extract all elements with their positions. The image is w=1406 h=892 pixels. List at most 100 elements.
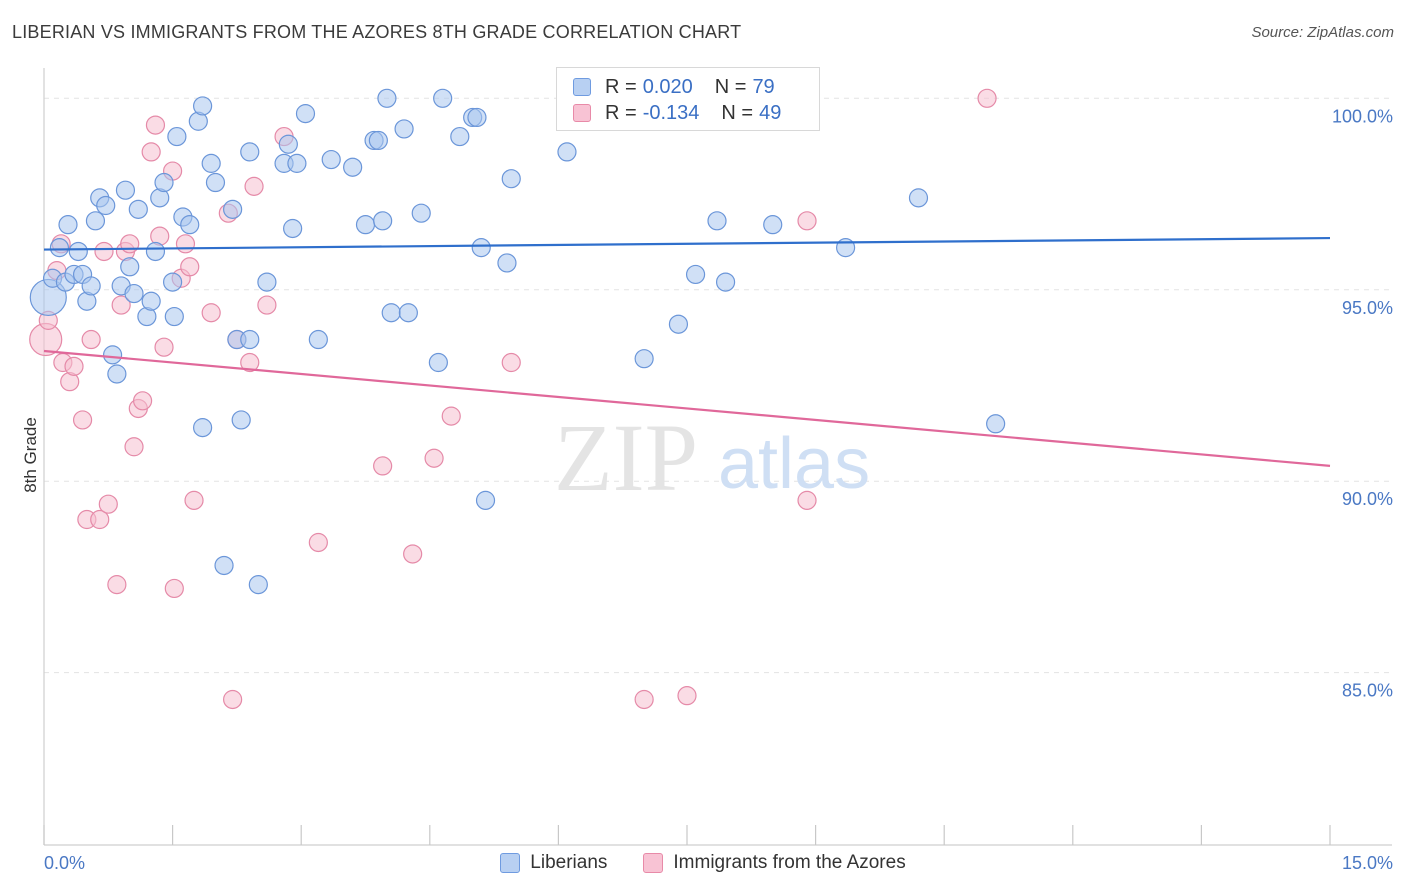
liberian-point-25	[163, 272, 183, 292]
azores-point-27	[175, 234, 196, 254]
liberian-point-71	[668, 314, 689, 334]
liberian-trend-line	[43, 236, 1331, 251]
y-tick-label-1: 95.0%	[1342, 298, 1393, 318]
liberian-point-70	[634, 349, 654, 369]
liberian-point-21	[141, 291, 161, 311]
azores-point-6	[64, 356, 84, 376]
legend-swatch-azores	[643, 853, 664, 873]
liberian-points	[29, 88, 1006, 595]
azores-point-25	[164, 578, 184, 599]
liberian-point-51	[355, 215, 376, 235]
azores-trend-line	[43, 349, 1331, 467]
legend-n-label: N =	[714, 75, 747, 98]
liberian-point-69	[557, 142, 577, 162]
legend-swatch-liberians	[500, 853, 521, 873]
legend-row-azores: R = -0.134 N = 49	[573, 100, 781, 126]
azores-point-46	[797, 211, 817, 231]
liberian-point-16	[115, 180, 136, 200]
watermark: ZIP atlas	[554, 404, 870, 511]
axes	[43, 68, 1392, 846]
azores-point-32	[223, 689, 243, 710]
azores-point-39	[373, 456, 393, 476]
liberian-point-35	[214, 555, 234, 576]
azores-point-7	[72, 410, 93, 430]
liberian-point-18	[124, 283, 144, 304]
liberian-point-4	[58, 215, 78, 235]
liberian-point-45	[283, 218, 303, 239]
liberian-point-29	[180, 215, 200, 235]
liberian-point-50	[343, 157, 363, 177]
correlation-legend: R = 0.020 N = 79 R = -0.134 N = 49	[556, 67, 820, 131]
azores-point-40	[403, 544, 423, 564]
liberian-point-59	[411, 203, 431, 223]
azores-point-12	[98, 494, 118, 514]
liberian-point-13	[102, 345, 123, 365]
liberian-point-74	[715, 272, 736, 292]
liberian-point-58	[398, 303, 418, 323]
legend-item-liberians[interactable]: Liberians	[500, 852, 607, 874]
legend-r-label: R =	[605, 75, 637, 98]
azores-point-19	[132, 391, 153, 411]
liberian-point-56	[381, 303, 401, 323]
liberian-point-48	[308, 329, 328, 350]
azores-point-14	[111, 295, 131, 315]
liberian-point-47	[295, 104, 316, 124]
azores-point-35	[244, 176, 264, 196]
liberian-point-39	[240, 329, 260, 350]
legend-r-label: R =	[605, 101, 637, 124]
azores-point-16	[120, 234, 140, 254]
liberian-point-6	[68, 241, 88, 262]
series-legend: Liberians Immigrants from the Azores	[0, 852, 1406, 874]
y-tick-labels: 100.0% 95.0% 90.0% 85.0%	[1332, 106, 1393, 700]
azores-point-45	[677, 686, 697, 706]
liberian-point-72	[685, 264, 706, 285]
azores-point-11	[94, 241, 114, 262]
y-axis-label: 8th Grade	[21, 417, 40, 493]
liberian-point-62	[450, 126, 470, 147]
liberian-point-77	[908, 188, 929, 208]
azores-point-9	[81, 329, 101, 350]
liberian-point-33	[201, 153, 221, 173]
x-tick-label-0: 0.0%	[44, 853, 85, 873]
legend-n-value: 49	[759, 101, 782, 124]
liberian-point-67	[497, 253, 517, 273]
azores-point-13	[107, 575, 127, 595]
liberian-point-38	[231, 410, 251, 430]
liberian-point-34	[205, 172, 226, 193]
liberian-point-61	[433, 88, 453, 108]
liberian-point-9	[81, 276, 101, 296]
legend-item-azores[interactable]: Immigrants from the Azores	[643, 852, 906, 874]
liberian-point-65	[471, 238, 491, 258]
chart-title: LIBERIAN VS IMMIGRANTS FROM THE AZORES 8…	[12, 22, 742, 42]
azores-point-29	[184, 490, 204, 510]
legend-n-value: 79	[752, 75, 775, 98]
liberian-point-24	[154, 172, 174, 193]
liberian-point-73	[707, 211, 727, 231]
liberian-point-57	[394, 119, 414, 139]
azores-point-43	[501, 352, 521, 373]
azores-point-23	[154, 337, 174, 357]
liberian-point-60	[428, 352, 448, 373]
chart-source: Source: ZipAtlas.com	[1251, 24, 1394, 41]
liberian-point-12	[96, 195, 116, 216]
liberian-point-10	[85, 211, 106, 231]
azores-point-44	[634, 689, 654, 710]
y-tick-label-2: 90.0%	[1342, 489, 1393, 509]
liberian-point-14	[107, 364, 127, 384]
legend-label-azores: Immigrants from the Azores	[673, 852, 906, 873]
legend-r-value: -0.134	[642, 101, 700, 124]
liberian-point-36	[223, 199, 243, 219]
y-tick-label-3: 85.0%	[1342, 681, 1393, 701]
liberian-point-44	[278, 134, 298, 154]
azores-point-28	[180, 257, 200, 277]
azores-point-38	[308, 532, 328, 553]
azores-point-17	[124, 437, 144, 457]
azores-point-30	[201, 303, 221, 323]
legend-n-label: N =	[721, 101, 754, 124]
watermark-atlas: atlas	[718, 424, 870, 504]
liberian-point-40	[240, 142, 260, 162]
azores-point-10	[90, 509, 110, 530]
liberian-point-2	[49, 238, 70, 258]
azores-point-34	[240, 352, 260, 373]
